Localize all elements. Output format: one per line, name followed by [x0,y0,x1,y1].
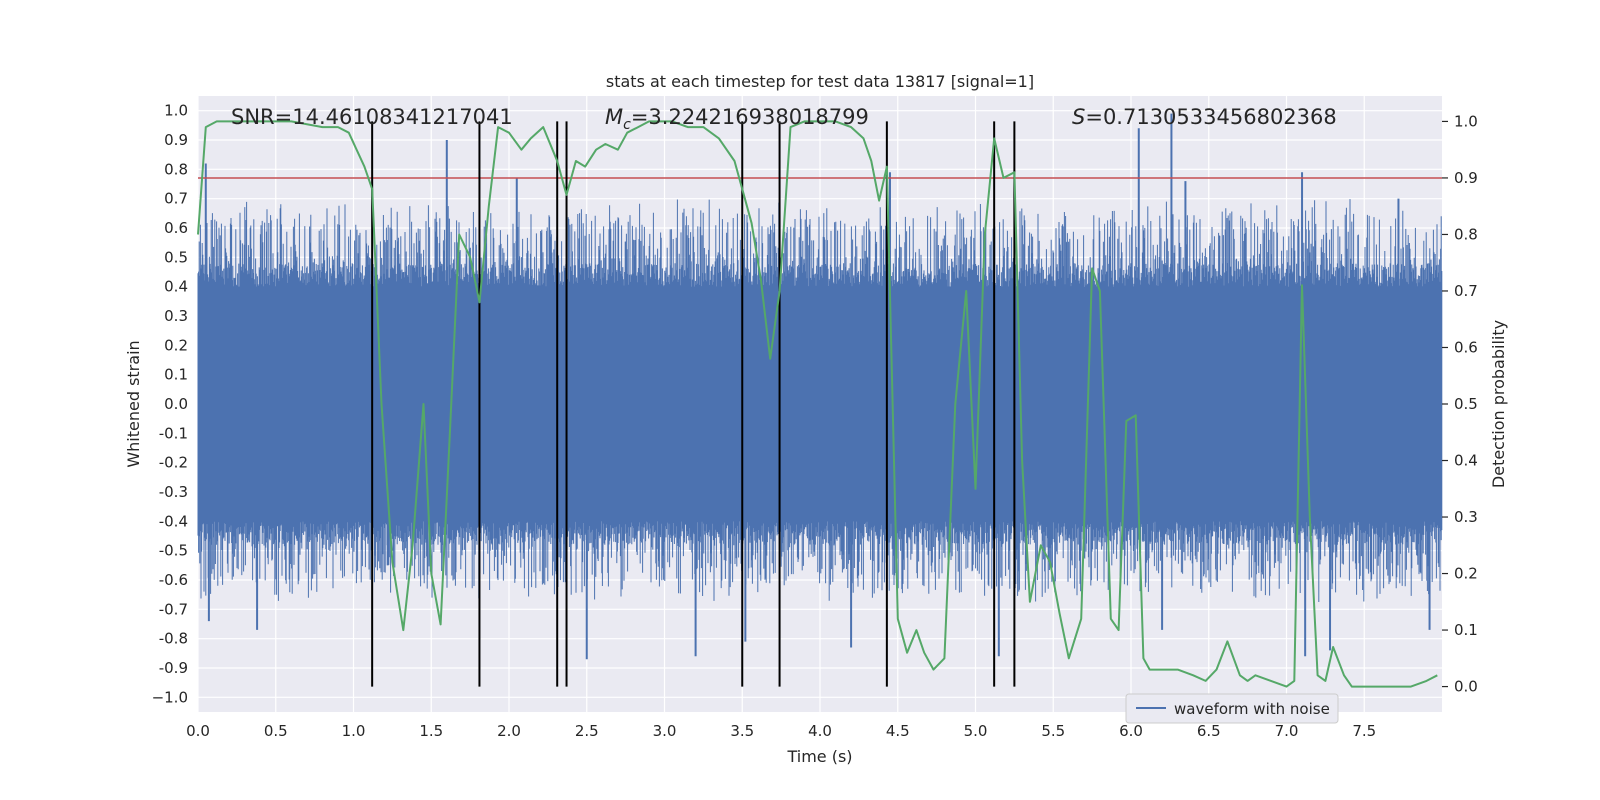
y-tick-label: 0.9 [164,131,188,149]
y-tick-label: 0.0 [164,395,188,413]
waveform-trace [197,199,1443,602]
y-tick-label: -0.3 [159,483,188,501]
x-tick-label: 4.0 [808,722,832,740]
legend: waveform with noise [1125,693,1339,724]
y2-axis-label: Detection probability [1489,320,1508,488]
y2-tick-label: 0.5 [1454,395,1478,413]
y-tick-label: -0.9 [159,659,188,677]
y-tick-label: 0.8 [164,160,188,178]
x-tick-label: 2.0 [497,722,521,740]
y-tick-label: 0.4 [164,278,188,296]
y-tick-label: 0.6 [164,219,188,237]
y-tick-label: -0.7 [159,600,188,618]
y2-tick-label: 1.0 [1454,112,1478,130]
y2-tick-label: 0.1 [1454,621,1478,639]
legend-box [1125,693,1339,724]
mc-value: =3.224216938018799 [631,105,869,129]
y-tick-label: -0.6 [159,571,188,589]
x-tick-label: 5.5 [1041,722,1065,740]
s-value: =0.7130533456802368 [1085,105,1336,129]
snr-annotation: SNR=14.46108341217041 [231,105,513,129]
x-tick-label: 1.0 [342,722,366,740]
legend-label: waveform with noise [1174,700,1330,718]
x-tick-label: 7.0 [1275,722,1299,740]
probability-line [197,120,1438,688]
chart-title: stats at each timestep for test data 138… [606,72,1034,91]
x-tick-label: 4.5 [886,722,910,740]
y2-tick-label: 0.0 [1454,678,1478,696]
y-tick-label: 0.1 [164,366,188,384]
y2-tick-label: 0.9 [1454,169,1478,187]
waveform-series [197,113,1443,660]
x-tick-label: 0.5 [264,722,288,740]
mc-subscript: c [623,117,631,133]
x-tick-label: 6.5 [1197,722,1221,740]
y2-tick-label: 0.4 [1454,452,1478,470]
probability-series [197,120,1438,688]
y2-tick-label: 0.6 [1454,338,1478,356]
x-tick-label: 0.0 [186,722,210,740]
y-tick-label: 0.2 [164,336,188,354]
y2-tick-label: 0.7 [1454,282,1478,300]
y2-tick-label: 0.2 [1454,565,1478,583]
x-tick-label: 3.0 [653,722,677,740]
s-annotation: S=0.7130533456802368 [1072,105,1337,129]
x-tick-label: 1.5 [419,722,443,740]
x-tick-label: 6.0 [1119,722,1143,740]
x-tick-label: 7.5 [1352,722,1376,740]
mc-annotation: Mc=3.224216938018799 [605,105,869,133]
y2-tick-label: 0.8 [1454,225,1478,243]
y-tick-label: -0.8 [159,630,188,648]
y-tick-label: 0.7 [164,190,188,208]
event-lines [371,121,1016,687]
y-tick-label: -0.2 [159,454,188,472]
y-tick-label: -0.1 [159,424,188,442]
y-tick-label: −1.0 [152,688,188,706]
x-tick-label: 5.0 [964,722,988,740]
y-tick-label: -0.5 [159,542,188,560]
y-tick-label: 0.3 [164,307,188,325]
x-tick-label: 3.5 [730,722,754,740]
y-tick-label: 1.0 [164,102,188,120]
y-tick-label: -0.4 [159,512,188,530]
x-tick-label: 2.5 [575,722,599,740]
x-axis-label: Time (s) [786,747,852,766]
y-tick-label: 0.5 [164,248,188,266]
y2-tick-label: 0.3 [1454,508,1478,526]
axes: 0.0 0.5 1.0 1.5 2.0 2.5 3.0 3.5 4.0 4.5 5.0 5.5 6.0 6… [152,102,1478,740]
y-axis-label: Whitened strain [124,340,143,467]
